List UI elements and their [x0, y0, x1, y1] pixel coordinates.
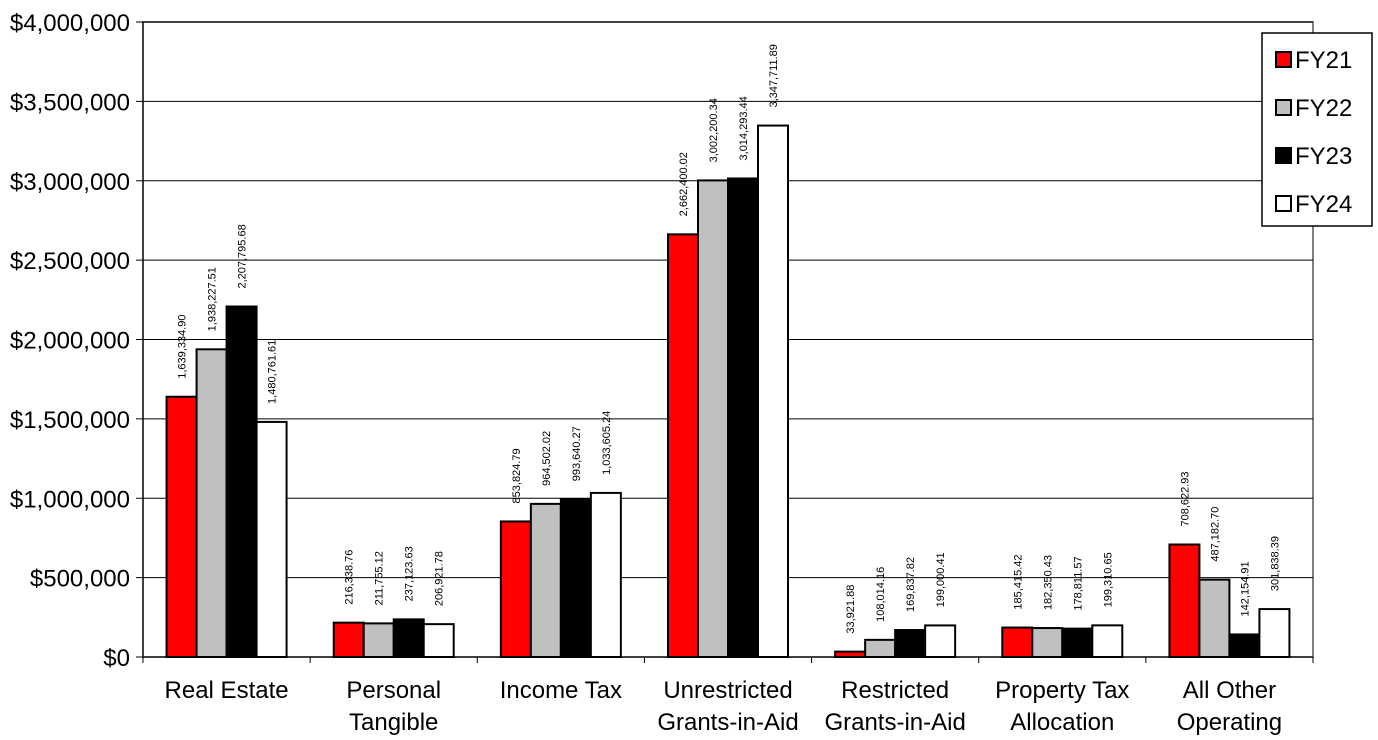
bar-fy23 [1061, 627, 1094, 658]
data-label: 708,622.93 [1179, 471, 1191, 526]
data-label: 108,014.16 [875, 567, 887, 622]
x-tick-label: Real Estate [165, 677, 289, 704]
data-label: 199,310.65 [1102, 552, 1114, 607]
data-label: 206,921.78 [434, 551, 446, 606]
bar-fy24 [255, 420, 288, 659]
legend: FY21 FY22 FY23 FY24 [1261, 32, 1373, 227]
x-tick-label: Personal [346, 677, 441, 704]
y-tick-label: $3,500,000 [10, 89, 130, 116]
bar-fy23 [1228, 633, 1261, 659]
x-tick-label: Property Tax [995, 677, 1129, 704]
data-label: 3,347,711.89 [768, 44, 780, 107]
x-tick-label: Operating [1177, 709, 1282, 736]
bar-fy21 [667, 233, 699, 658]
data-label: 199,000.41 [935, 552, 947, 607]
y-tick-label: $1,500,000 [10, 407, 130, 434]
legend-label: FY22 [1295, 95, 1352, 122]
data-label: 169,837.82 [905, 557, 917, 612]
data-label: 33,921.88 [845, 585, 857, 634]
legend-label: FY23 [1295, 143, 1352, 170]
x-tick-label: Tangible [349, 709, 438, 736]
bar-fy22 [697, 179, 729, 658]
bar-fy23 [559, 498, 592, 658]
legend-swatch-fy22 [1275, 99, 1292, 116]
data-label: 3,002,200.34 [708, 98, 720, 162]
y-tick-label: $0 [103, 645, 130, 672]
x-tick-label: Unrestricted [663, 677, 792, 704]
legend-label: FY24 [1295, 191, 1352, 218]
data-label: 487,182.70 [1209, 507, 1221, 562]
legend-swatch-fy21 [1275, 51, 1292, 68]
bar-fy24 [924, 624, 957, 659]
y-tick-label: $3,000,000 [10, 169, 130, 196]
data-label: 1,480,761.61 [267, 340, 279, 404]
y-tick-label: $2,000,000 [10, 328, 130, 355]
plot-area: $0 $500,000 $1,000,000 $1,500,000 $2,000,000… [10, 10, 1314, 736]
x-tick-label: Grants-in-Aid [657, 709, 798, 736]
bar-fy24 [757, 124, 789, 659]
data-label: 993,640.27 [571, 426, 583, 481]
data-label: 2,662,400.02 [678, 152, 690, 216]
legend-swatch-fy24 [1275, 195, 1292, 212]
data-label: 1,033,605.24 [601, 411, 613, 475]
x-tick-label: Grants-in-Aid [824, 709, 965, 736]
data-label: 142,154.91 [1239, 561, 1251, 616]
y-tick-label: $4,000,000 [10, 10, 130, 37]
data-label: 3,014,293.44 [738, 96, 750, 160]
x-tick-label: Income Tax [500, 677, 622, 704]
x-tick-label: Allocation [1010, 709, 1114, 736]
bar-fy24 [1091, 624, 1124, 659]
data-label: 182,350.43 [1042, 555, 1054, 610]
bar-fy23 [225, 305, 258, 658]
bar-fy21 [834, 650, 867, 659]
bar-fy22 [362, 622, 395, 658]
bar-fy24 [589, 491, 622, 658]
bar-fy22 [195, 348, 228, 658]
data-label: 853,824.79 [511, 448, 523, 503]
bar-fy21 [165, 395, 198, 658]
bar-fy21 [499, 520, 532, 659]
data-label: 237,123.63 [404, 546, 416, 601]
legend-swatch-fy23 [1275, 147, 1292, 164]
data-label: 211,755.12 [374, 551, 386, 605]
bar-fy24 [1258, 608, 1291, 658]
bar-fy21 [1001, 626, 1034, 659]
y-tick-label: $500,000 [30, 566, 130, 593]
bar-fy23 [727, 177, 759, 658]
x-tick-label: All Other [1183, 677, 1276, 704]
bar-fy24 [422, 623, 455, 659]
bar-fy21 [332, 621, 365, 659]
data-label: 1,938,227.51 [207, 267, 219, 331]
bar-fy22 [864, 638, 897, 658]
bar-fy23 [392, 618, 425, 659]
bar-fy21 [1168, 543, 1201, 658]
bar-fy22 [1031, 627, 1064, 659]
data-label: 185,415.42 [1012, 555, 1024, 610]
data-label: 2,207,795.68 [237, 224, 249, 288]
y-tick-label: $2,500,000 [10, 248, 130, 275]
x-tick-label: Restricted [841, 677, 949, 704]
bar-fy22 [529, 502, 562, 659]
data-label: 1,639,334.90 [177, 315, 189, 379]
bar-fy23 [894, 629, 927, 659]
data-label: 301,838.39 [1269, 536, 1281, 591]
data-label: 178,811.57 [1072, 556, 1084, 610]
y-tick-label: $1,000,000 [10, 486, 130, 513]
data-label: 216,338.76 [344, 550, 356, 605]
legend-label: FY21 [1295, 47, 1352, 74]
data-label: 964,502.02 [541, 431, 553, 486]
bar-fy22 [1198, 578, 1231, 658]
